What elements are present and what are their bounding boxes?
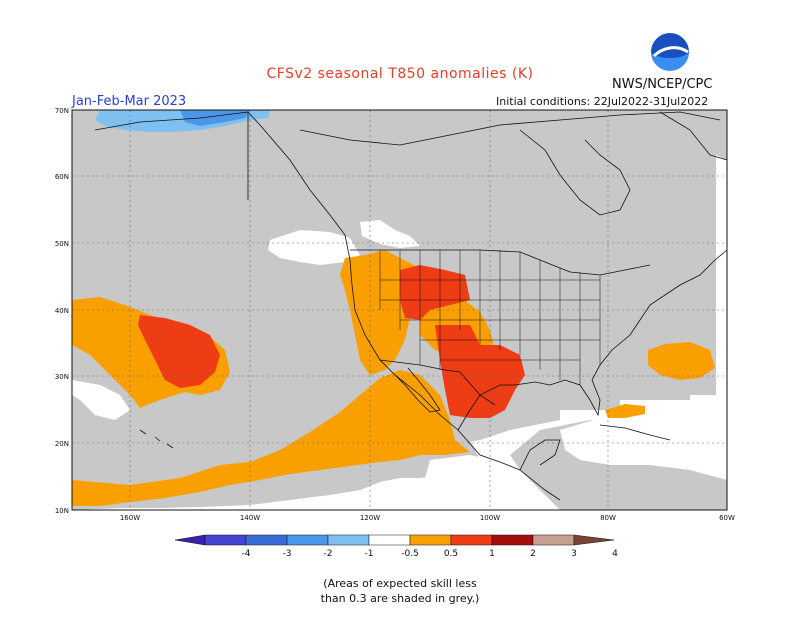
- legend-swatch: [327, 534, 370, 546]
- lat-label: 40N: [55, 307, 69, 315]
- orange-anomaly-subtropical: [72, 370, 470, 506]
- lat-label: 30N: [55, 373, 69, 381]
- legend-swatch: [286, 534, 329, 546]
- coastline-gulf: [457, 249, 728, 431]
- legend-tick-label: 2: [530, 549, 536, 559]
- coastline-arctic: [299, 111, 721, 146]
- agency-label: NWS/NCEP/CPC: [612, 77, 713, 92]
- lon-label: 100W: [480, 514, 500, 522]
- white-patch-mexico: [425, 455, 520, 497]
- legend-arrow-low: [174, 534, 206, 546]
- legend-swatch: [204, 534, 247, 546]
- gridlines: [72, 110, 727, 510]
- coastline-yucatan: [519, 439, 561, 471]
- red-anomaly-rockies: [400, 265, 470, 320]
- lon-label: 80W: [600, 514, 616, 522]
- white-patch-hawaii: [72, 380, 130, 420]
- lon-label: 160W: [120, 514, 140, 522]
- lat-label: 60N: [55, 173, 69, 181]
- legend-swatch: [491, 534, 534, 546]
- coastline-hudson: [519, 129, 631, 216]
- coastline-hawaii: [139, 429, 174, 449]
- legend-swatch: [245, 534, 288, 546]
- white-patch-canada: [360, 220, 420, 248]
- footnote-line-1: (Areas of expected skill less: [323, 577, 477, 590]
- red-anomaly-pacific: [138, 315, 220, 388]
- lon-label: 60W: [719, 514, 735, 522]
- legend-tick-label: -1: [365, 549, 374, 559]
- legend-swatch: [450, 534, 493, 546]
- legend-tick-label: 4: [612, 549, 618, 559]
- legend-tick-label: -0.5: [401, 549, 419, 559]
- border-us-mexico: [379, 359, 496, 406]
- coastline-baja: [394, 367, 441, 413]
- coastline-greenland: [659, 111, 728, 161]
- orange-anomaly-bahamas: [605, 404, 645, 418]
- lon-label: 140W: [240, 514, 260, 522]
- lat-label: 10N: [55, 507, 69, 515]
- red-anomaly-southwest: [435, 325, 525, 418]
- orange-anomaly-atlantic: [648, 342, 715, 380]
- legend-tick-label: -2: [324, 549, 333, 559]
- coastline-north-america: [94, 111, 561, 501]
- legend-tick-label: -3: [283, 549, 292, 559]
- lat-label: 70N: [55, 107, 69, 115]
- longitude-labels: 160W 140W 120W 100W 80W 60W: [120, 514, 735, 522]
- white-patch-florida: [560, 418, 727, 480]
- latitude-labels: 70N 60N 50N 40N 30N 20N 10N: [55, 107, 69, 515]
- legend-swatch: [368, 534, 411, 546]
- legend-swatch: [409, 534, 452, 546]
- lat-label: 50N: [55, 240, 69, 248]
- noaa-logo: [649, 31, 691, 73]
- map-border: [71, 109, 728, 511]
- land-outlines: [94, 111, 728, 501]
- lat-label: 20N: [55, 440, 69, 448]
- season-label: Jan-Feb-Mar 2023: [72, 94, 187, 109]
- footnote-line-2: than 0.3 are shaded in grey.): [320, 592, 480, 605]
- white-patch-pacific-nw: [268, 230, 360, 265]
- anomaly-field: [72, 110, 727, 510]
- legend-tick-label: 0.5: [444, 549, 458, 559]
- legend-swatch: [532, 534, 575, 546]
- legend-tick-label: -4: [242, 549, 251, 559]
- legend-tick-label: 1: [489, 549, 495, 559]
- chart-title: CFSv2 seasonal T850 anomalies (K): [266, 66, 534, 82]
- color-legend: -4 -3 -2 -1 -0.5 0.5 1 2 3 4: [174, 534, 618, 559]
- coastline-cuba: [599, 424, 671, 441]
- legend-tick-label: 3: [571, 549, 577, 559]
- initial-conditions-label: Initial conditions: 22Jul2022-31Jul2022: [496, 95, 709, 108]
- lon-label: 120W: [360, 514, 380, 522]
- footnote: (Areas of expected skill less than 0.3 a…: [0, 576, 800, 606]
- legend-arrow-high: [573, 534, 615, 546]
